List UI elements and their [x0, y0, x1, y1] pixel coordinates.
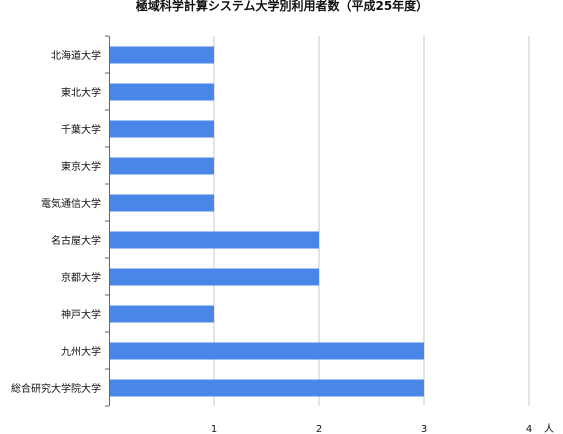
axis-layer	[105, 35, 110, 407]
chart-title: 極域科学計算システム大学別利用者数（平成25年度）	[136, 0, 428, 13]
y-tick-label: 東京大学	[61, 160, 101, 173]
label-layer: 北海道大学東北大学千葉大学東京大学電気通信大学名古屋大学京都大学神戸大学九州大学…	[11, 49, 532, 434]
bar-layer	[109, 46, 424, 397]
bar	[109, 379, 424, 397]
x-tick-label: 2	[316, 424, 322, 434]
y-tick-label: 東北大学	[61, 86, 101, 99]
y-tick-label: 神戸大学	[61, 308, 101, 321]
bar	[109, 305, 214, 323]
x-tick-label: 1	[211, 424, 217, 434]
x-tick-label: 3	[421, 424, 427, 434]
bar	[109, 83, 214, 101]
y-tick-label: 電気通信大学	[41, 197, 101, 210]
bar	[109, 194, 214, 212]
bar	[109, 157, 214, 175]
bar	[109, 268, 319, 286]
y-tick-label: 千葉大学	[61, 123, 101, 136]
y-tick-label: 九州大学	[61, 345, 101, 358]
y-tick-label: 北海道大学	[51, 49, 101, 62]
bar	[109, 231, 319, 249]
bar	[109, 342, 424, 360]
x-axis-unit-label: 人	[544, 423, 554, 434]
y-tick-label: 総合研究大学院大学	[11, 382, 101, 395]
y-tick-label: 京都大学	[61, 271, 101, 284]
x-tick-label: 4	[526, 424, 532, 434]
y-tick-label: 名古屋大学	[51, 234, 101, 247]
bar	[109, 46, 214, 64]
bar	[109, 120, 214, 138]
